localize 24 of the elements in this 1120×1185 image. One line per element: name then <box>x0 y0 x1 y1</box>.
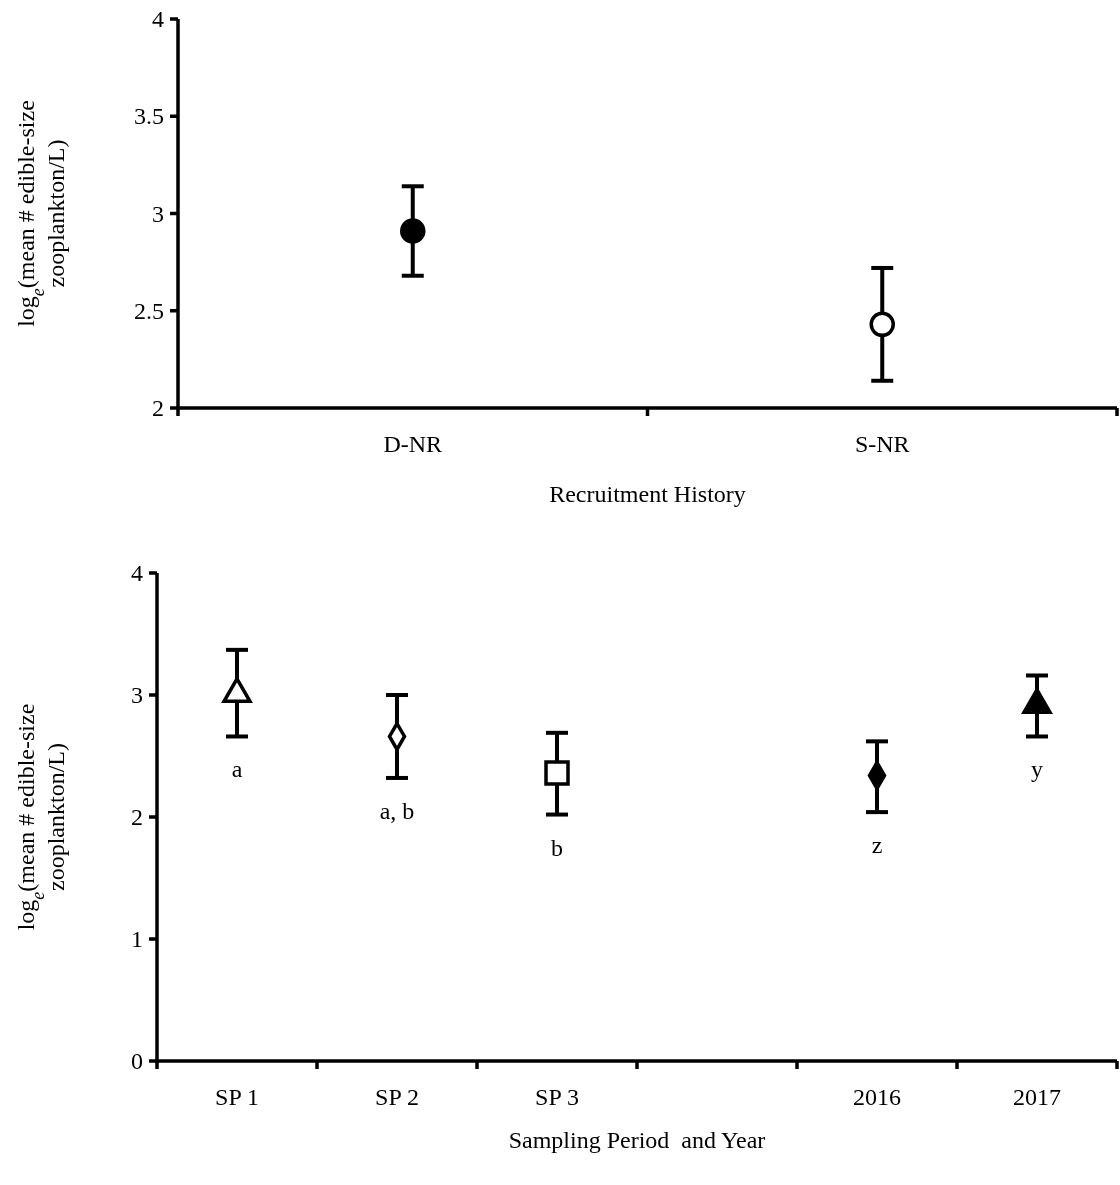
y-tick-label: 2 <box>152 395 164 421</box>
y-tick-label: 4 <box>152 6 164 32</box>
x-tick-label: SP 1 <box>215 1084 259 1110</box>
annotation: a <box>231 756 243 783</box>
x-tick-label: SP 2 <box>375 1084 419 1110</box>
annotation: y <box>1031 756 1043 783</box>
y-tick-label: 3.5 <box>134 103 164 130</box>
x-tick-label: S-NR <box>854 431 910 457</box>
annotation: b <box>551 834 563 861</box>
annotation: z <box>871 832 883 859</box>
y-tick-label: 3 <box>152 200 164 227</box>
x-axis-title: Recruitment History <box>549 481 746 507</box>
x-tick-label: 2017 <box>1013 1084 1061 1110</box>
y-tick-label: 0 <box>131 1048 143 1074</box>
x-tick-label: SP 3 <box>535 1084 579 1110</box>
y-tick-label: 3 <box>131 682 143 708</box>
x-tick-label: D-NR <box>383 431 443 457</box>
annotation: a, b <box>379 797 415 824</box>
y-tick-label: 2 <box>131 804 143 830</box>
x-tick-label: 2016 <box>853 1084 901 1110</box>
x-axis-title: Sampling Period and Year <box>508 1127 766 1153</box>
y-tick-label: 2.5 <box>134 297 164 324</box>
y-tick-label: 1 <box>131 926 143 952</box>
y-tick-label: 4 <box>131 560 143 586</box>
